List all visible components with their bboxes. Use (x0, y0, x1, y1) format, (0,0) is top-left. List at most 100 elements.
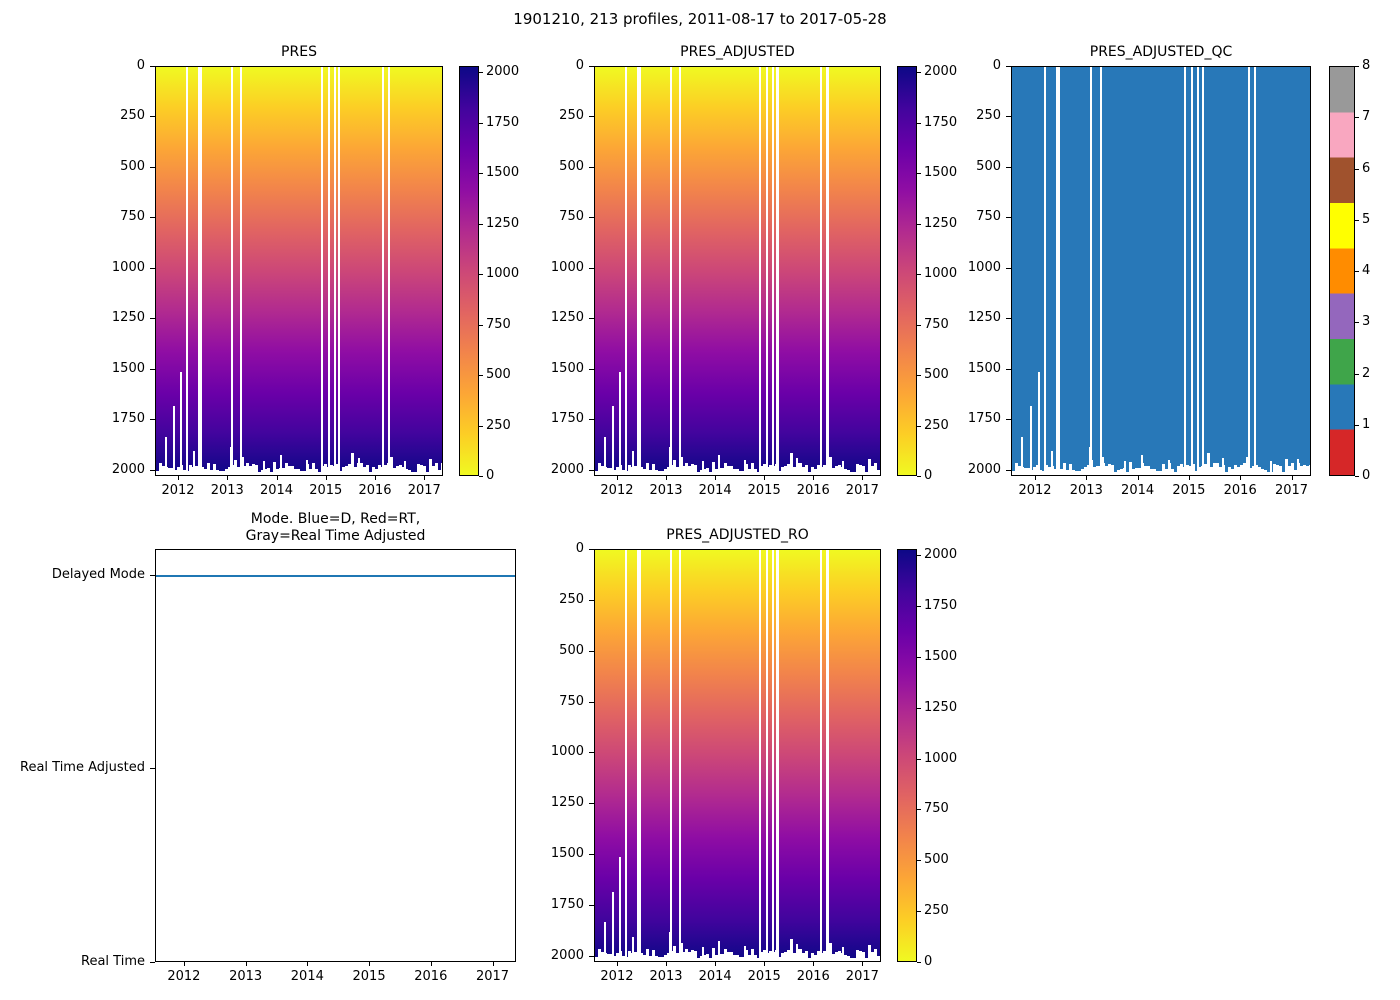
y-tick-label: 0 (136, 58, 145, 73)
y-tick-label: 1000 (967, 259, 1001, 275)
bottom-noise-column (273, 462, 276, 475)
bottom-noise-column (691, 463, 694, 475)
bottom-noise-column (240, 466, 243, 475)
bottom-noise-column (276, 468, 279, 475)
mode-y-tick-label: Real Time (81, 954, 145, 969)
bottom-noise-column (736, 468, 739, 475)
y-tick-label: 0 (992, 58, 1001, 73)
bottom-noise-column (402, 467, 405, 475)
bottom-noise-column (1084, 467, 1087, 475)
x-tick-label: 2015 (747, 969, 781, 984)
bottom-noise-column (360, 463, 363, 475)
missing-profile-gap (625, 550, 628, 961)
bottom-noise-column (1183, 467, 1186, 475)
x-tick-mark (227, 476, 229, 480)
colorbar-tick-label: 2000 (924, 547, 958, 563)
bottom-noise-column (613, 469, 616, 475)
bottom-noise-column (811, 467, 814, 475)
bottom-noise-column (270, 471, 273, 475)
bottom-noise-column (1033, 467, 1036, 475)
x-tick-label: 2013 (649, 969, 683, 984)
bottom-noise-column (216, 470, 219, 475)
bottom-noise-column (724, 463, 727, 475)
missing-profile-gap (1247, 67, 1250, 475)
bottom-noise-column (1048, 467, 1051, 475)
bottom-noise-column (1147, 465, 1150, 475)
mode-plot-title: Mode. Blue=D, Red=RT, Gray=Real Time Adj… (155, 511, 516, 545)
colorbar-tick-mark (479, 324, 483, 326)
bottom-noise-column (598, 463, 601, 475)
missing-profile-gap (776, 550, 779, 961)
bottom-noise-column (384, 465, 387, 475)
colorbar-tick-label: 1250 (924, 215, 958, 231)
bottom-noise-column (697, 957, 700, 961)
bottom-noise-column (291, 465, 294, 475)
x-tick-label: 2013 (1069, 483, 1103, 498)
colorbar-tick-label: 2000 (924, 64, 958, 80)
shallow-profile-spike (611, 891, 614, 961)
bottom-noise-column (1201, 466, 1204, 475)
colorbar-tick-label: 500 (486, 367, 511, 382)
bottom-noise-column (697, 471, 700, 475)
bottom-noise-column (787, 463, 790, 475)
missing-profile-gap (637, 67, 641, 475)
y-tick-mark (589, 116, 594, 118)
bottom-noise-column (294, 469, 297, 475)
bottom-noise-column (769, 950, 772, 961)
x-tick-mark (1035, 476, 1036, 480)
y-tick-mark (589, 905, 594, 907)
mode-y-tick-mark (150, 768, 155, 770)
bottom-noise-column (814, 955, 817, 961)
bottom-noise-column (1072, 470, 1075, 475)
y-tick-mark (150, 66, 155, 67)
bottom-noise-column (429, 459, 432, 475)
bottom-noise-column (673, 460, 676, 475)
x-tick-label: 2012 (600, 483, 634, 498)
bottom-noise-column (775, 463, 778, 475)
bottom-noise-column (610, 467, 613, 475)
bottom-noise-column (673, 946, 676, 961)
bottom-noise-column (219, 470, 222, 475)
bottom-noise-column (1036, 465, 1039, 475)
bottom-noise-column (631, 467, 634, 475)
y-tick-label: 1500 (550, 360, 584, 376)
bottom-noise-column (1021, 467, 1024, 475)
bottom-noise-column (1216, 463, 1219, 475)
bottom-noise-column (1195, 470, 1198, 475)
bottom-noise-column (1255, 465, 1258, 475)
bottom-noise-column (664, 469, 667, 475)
colorbar-tick-mark (917, 476, 921, 477)
shallow-profile-spike (701, 946, 704, 961)
shallow-profile-spike (1051, 450, 1053, 475)
missing-profile-gap (759, 550, 762, 961)
bottom-noise-column (679, 952, 682, 961)
x-tick-mark (1137, 476, 1139, 480)
missing-profile-gap (1090, 67, 1093, 475)
bottom-noise-column (649, 469, 652, 475)
bottom-noise-column (1210, 466, 1213, 475)
colorbar-tick-mark (479, 274, 483, 276)
x-tick-mark (1086, 476, 1088, 480)
y-tick-mark (589, 66, 594, 67)
bottom-noise-column (258, 471, 261, 475)
bottom-noise-column (1087, 465, 1090, 475)
missing-profile-gap (388, 67, 391, 475)
colorbar-tick-label: 500 (924, 852, 949, 868)
bottom-noise-column (1096, 466, 1099, 475)
bottom-noise-column (366, 464, 369, 475)
bottom-noise-column (730, 465, 733, 475)
bottom-noise-column (1144, 465, 1147, 475)
bottom-noise-column (1162, 463, 1165, 475)
y-tick-label: 2000 (967, 461, 1001, 477)
bottom-noise-column (877, 469, 880, 475)
bottom-noise-column (183, 469, 186, 475)
y-tick-label: 500 (976, 158, 1001, 174)
bottom-noise-column (381, 467, 384, 475)
bottom-noise-column (715, 954, 718, 961)
bottom-noise-column (670, 951, 673, 961)
bottom-noise-column (808, 471, 811, 475)
bottom-noise-column (198, 469, 201, 475)
bottom-noise-column (799, 463, 802, 475)
qc-colorbar-tick-mark (1355, 424, 1359, 426)
bottom-noise-column (619, 951, 622, 961)
